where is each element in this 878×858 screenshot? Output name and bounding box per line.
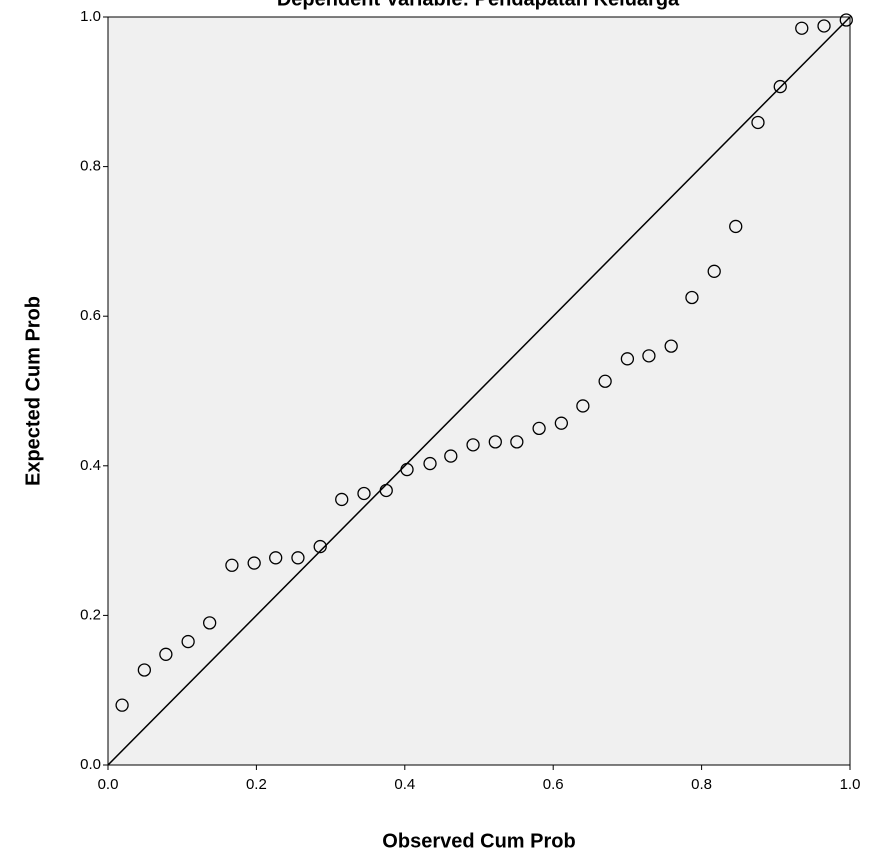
x-tick-label: 0.2 (246, 776, 267, 793)
y-tick-label: 0.4 (80, 457, 101, 474)
y-tick-label: 1.0 (80, 8, 101, 25)
chart-title: Dependent Variable: Pendapatan Keluarga (277, 0, 680, 10)
y-tick-label: 0.0 (80, 756, 101, 773)
x-tick-label: 0.6 (543, 776, 564, 793)
x-axis-title: Observed Cum Prob (382, 830, 575, 852)
y-axis-title: Expected Cum Prob (22, 296, 44, 486)
y-tick-label: 0.2 (80, 606, 101, 623)
y-tick-label: 0.6 (80, 307, 101, 324)
x-tick-label: 0.4 (394, 776, 415, 793)
x-tick-label: 0.0 (98, 776, 119, 793)
x-tick-label: 0.8 (691, 776, 712, 793)
x-tick-label: 1.0 (840, 776, 861, 793)
chart: Dependent Variable: Pendapatan Keluarga … (0, 0, 878, 858)
y-tick-label: 0.8 (80, 158, 101, 175)
